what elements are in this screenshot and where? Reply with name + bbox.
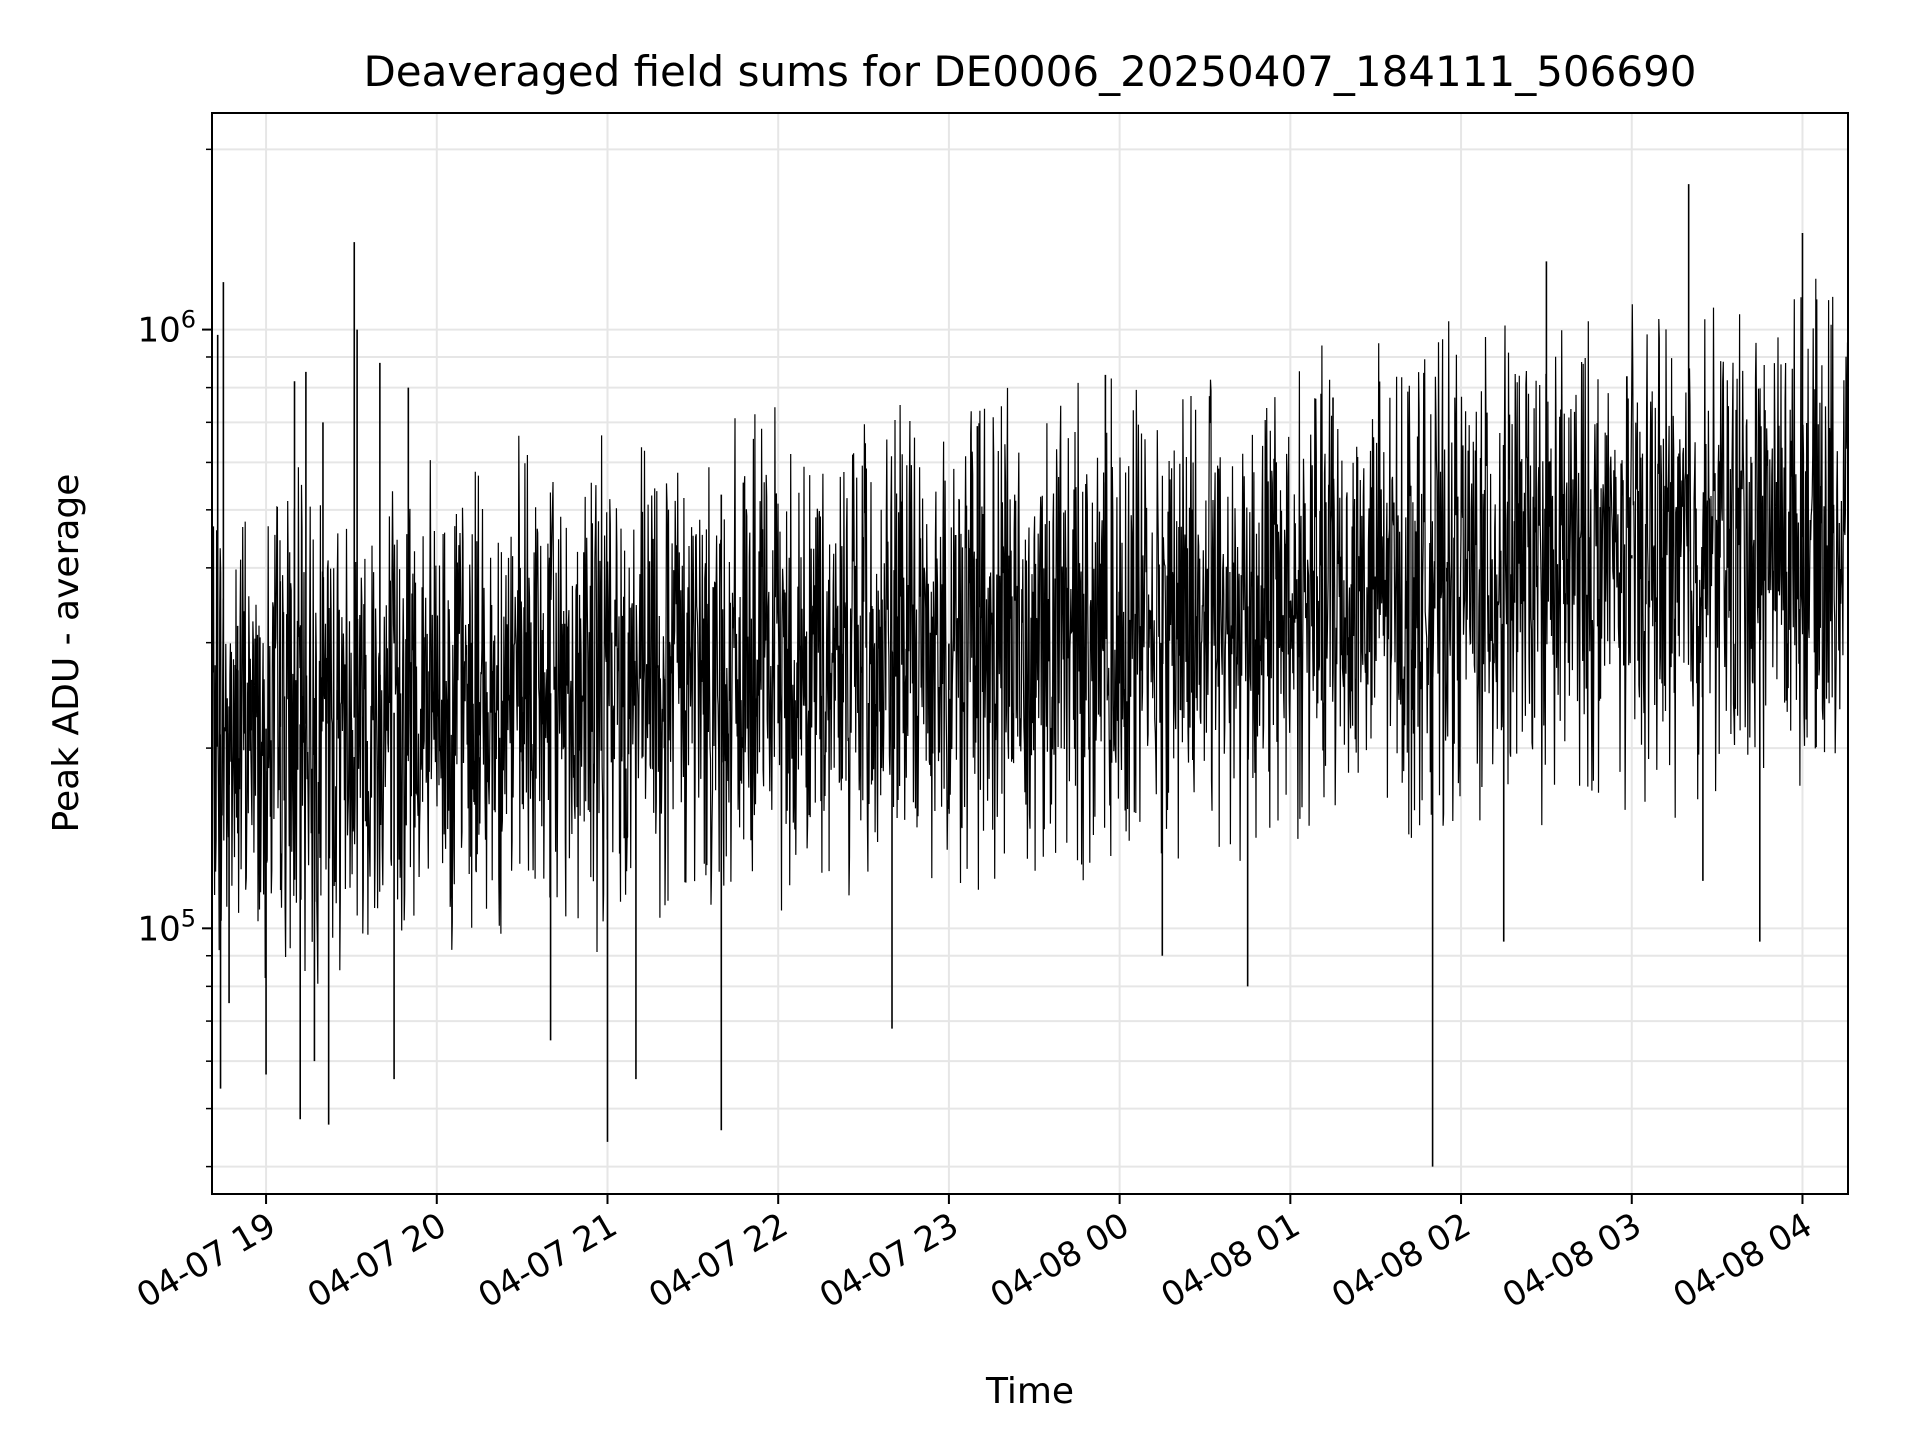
- series-layer: [211, 184, 1849, 1167]
- y-axis-ticks: 105 106: [137, 148, 212, 1168]
- x-axis-label: Time: [985, 1371, 1074, 1412]
- series-noise-trace: [211, 278, 1849, 984]
- y-tick-label: 105: [137, 904, 196, 949]
- chart-title: Deaveraged field sums for DE0006_2025040…: [363, 47, 1696, 96]
- y-axis-label: Peak ADU - average: [46, 474, 87, 833]
- plot-frame: [211, 112, 1849, 1195]
- y-tick-label: 106: [137, 306, 196, 351]
